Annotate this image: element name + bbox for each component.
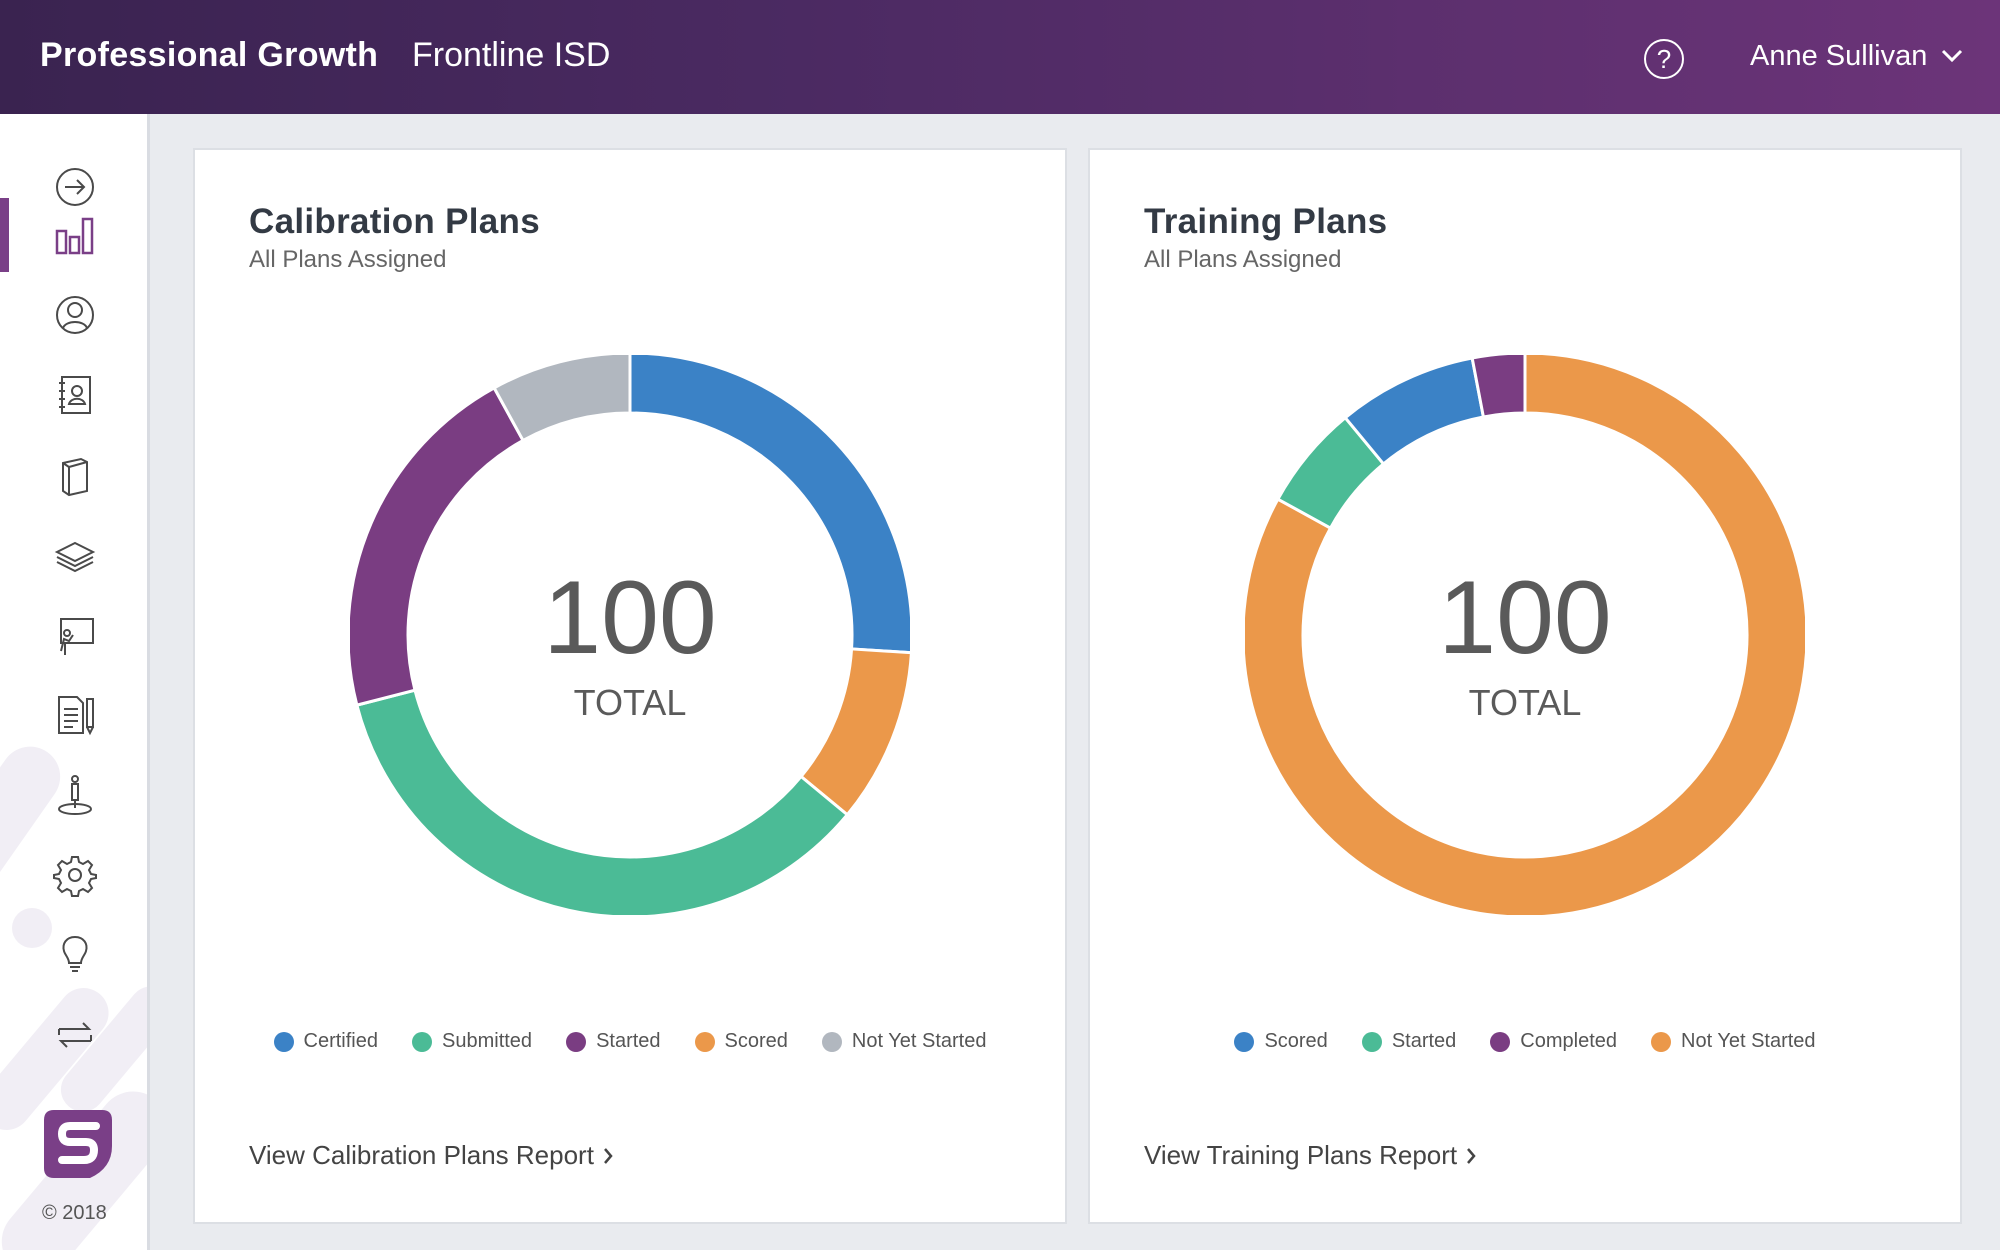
sidebar: © 2018: [0, 114, 150, 1250]
user-name: Anne Sullivan: [1750, 39, 1928, 72]
user-circle-icon: [56, 296, 94, 334]
bar-chart-icon: [55, 217, 94, 255]
legend-label: Started: [1391, 1030, 1457, 1052]
presentation-icon: [60, 618, 94, 655]
view-training-report-link[interactable]: View Training Plans Report: [1144, 1140, 1477, 1171]
legend-label: Certified: [303, 1030, 378, 1052]
book-icon: [62, 457, 88, 497]
center-total-label: TOTAL: [1469, 682, 1582, 723]
help-button[interactable]: ?: [1644, 39, 1684, 79]
legend-label: Scored: [1264, 1030, 1328, 1052]
legend-item-not-yet-started[interactable]: Not Yet Started: [821, 1030, 987, 1053]
donut-slice-certified[interactable]: [628, 355, 910, 655]
sidebar-item-ideas[interactable]: [40, 924, 110, 986]
legend-swatch: [821, 1031, 842, 1052]
center-total-value: 100: [1438, 560, 1612, 676]
training-plans-card: Training Plans All Plans Assigned 100 TO…: [1088, 148, 1962, 1224]
calibration-plans-card: Calibration Plans All Plans Assigned 100…: [193, 148, 1067, 1224]
card-subtitle: All Plans Assigned: [249, 246, 447, 273]
user-menu[interactable]: Anne Sullivan: [1750, 36, 1963, 76]
copyright-text: © 2018: [42, 1202, 107, 1224]
chevron-right-icon: [1467, 1147, 1476, 1164]
sidebar-item-profile[interactable]: [40, 284, 110, 346]
organization-name: Frontline ISD: [412, 36, 611, 74]
legend-swatch: [412, 1031, 432, 1052]
legend-item-certified[interactable]: Certified: [273, 1030, 378, 1053]
chevron-down-icon: [1942, 49, 1963, 63]
donut-slice-started[interactable]: [350, 385, 526, 707]
legend-swatch: [1361, 1031, 1382, 1052]
sidebar-item-observations[interactable]: [40, 764, 110, 826]
sidebar-item-expand[interactable]: [40, 156, 110, 218]
card-subtitle: All Plans Assigned: [1144, 246, 1342, 273]
question-mark-icon: ?: [1656, 43, 1672, 74]
legend-item-started[interactable]: Started: [1361, 1030, 1457, 1053]
legend-swatch: [566, 1031, 587, 1052]
legend-swatch: [1651, 1031, 1672, 1052]
legend-item-submitted[interactable]: Submitted: [412, 1030, 532, 1053]
calibration-plans-donut-chart[interactable]: 100 TOTAL: [350, 355, 910, 915]
app-title[interactable]: Professional Growth: [40, 36, 379, 74]
address-book-icon: [59, 376, 91, 414]
legend-label: Scored: [724, 1030, 788, 1052]
document-pencil-icon: [58, 696, 94, 736]
chart-legend: Certified Submitted Started Scored Not Yet S…: [195, 1030, 1065, 1053]
link-label: View Training Plans Report: [1144, 1140, 1458, 1170]
legend-swatch: [273, 1031, 294, 1052]
chevron-right-icon: [603, 1147, 613, 1164]
legend-label: Submitted: [442, 1030, 533, 1052]
legend-swatch: [694, 1031, 715, 1052]
legend-swatch: [1234, 1031, 1255, 1052]
sidebar-background-decoration: [0, 746, 147, 1250]
legend-swatch: [1490, 1031, 1511, 1052]
sidebar-item-presentations[interactable]: [40, 604, 110, 666]
view-calibration-report-link[interactable]: View Calibration Plans Report: [249, 1140, 614, 1171]
arrow-right-circle-icon: [56, 168, 94, 206]
center-total-label: TOTAL: [574, 682, 687, 723]
layers-icon: [54, 541, 96, 573]
center-total-value: 100: [543, 560, 717, 676]
card-title: Training Plans: [1144, 202, 1388, 241]
top-header: Professional Growth Frontline ISD ? Anne…: [0, 0, 2000, 114]
donut-slice-not-yet-started[interactable]: [1245, 355, 1805, 915]
donut-slice-completed[interactable]: [1470, 355, 1527, 419]
sidebar-item-settings[interactable]: [40, 844, 110, 906]
person-location-icon: [58, 775, 92, 815]
sidebar-item-dashboard[interactable]: [40, 204, 110, 266]
legend-label: Started: [596, 1030, 661, 1052]
legend-item-not-yet-started[interactable]: Not Yet Started: [1651, 1030, 1816, 1053]
swap-arrows-icon: [58, 1022, 92, 1048]
card-title: Calibration Plans: [249, 202, 540, 241]
legend-item-completed[interactable]: Completed: [1490, 1030, 1617, 1053]
legend-item-scored[interactable]: Scored: [1234, 1030, 1328, 1053]
sidebar-item-transfer[interactable]: [40, 1004, 110, 1066]
link-label: View Calibration Plans Report: [249, 1140, 594, 1170]
gear-icon: [53, 856, 97, 897]
donut-slice-not-yet-started[interactable]: [492, 355, 632, 443]
sidebar-item-catalog[interactable]: [40, 524, 110, 586]
legend-item-scored[interactable]: Scored: [694, 1030, 788, 1053]
legend-item-started[interactable]: Started: [566, 1030, 661, 1053]
training-plans-donut-chart[interactable]: 100 TOTAL: [1245, 355, 1805, 915]
sidebar-item-library[interactable]: [40, 444, 110, 506]
legend-label: Completed: [1520, 1030, 1618, 1052]
chart-legend: Scored Started Completed Not Yet Started: [1090, 1030, 1960, 1053]
active-nav-indicator: [0, 198, 9, 272]
donut-slice-submitted[interactable]: [355, 688, 850, 915]
sidebar-item-forms[interactable]: [40, 684, 110, 746]
legend-label: Not Yet Started: [1681, 1030, 1816, 1052]
legend-label: Not Yet Started: [851, 1030, 987, 1052]
lightbulb-icon: [62, 935, 88, 972]
frontline-logo[interactable]: [40, 1106, 116, 1182]
sidebar-item-directory[interactable]: [40, 364, 110, 426]
